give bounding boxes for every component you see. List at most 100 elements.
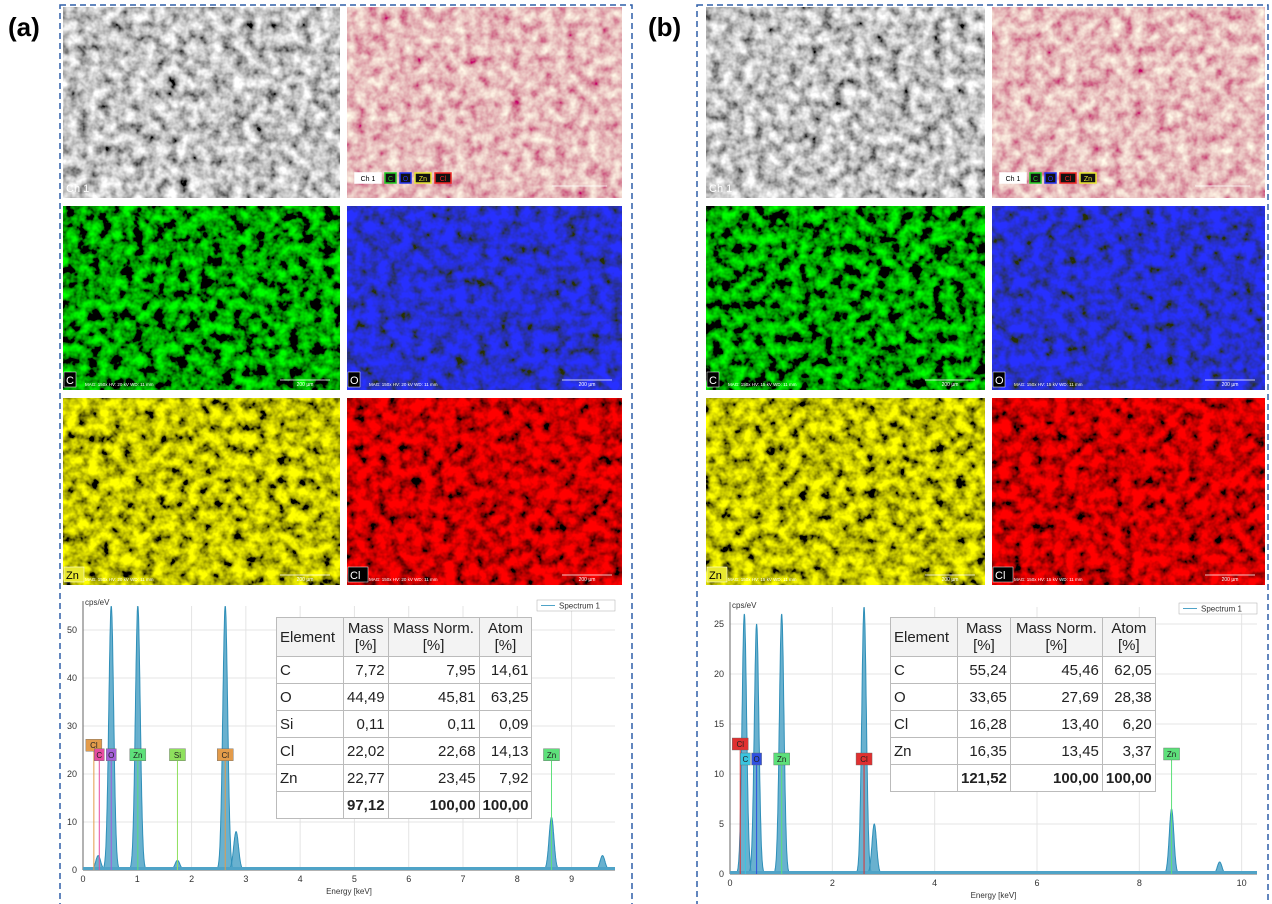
- map-info: MAG: 150x HV: 15 kV WD: 11 mm: [1014, 577, 1083, 582]
- map-image: [63, 7, 340, 198]
- y-axis-label: cps/eV: [732, 601, 757, 610]
- map-label: C: [66, 375, 74, 387]
- scale-label: 200 µm: [579, 382, 596, 388]
- map-image: [992, 7, 1265, 198]
- table-cell: 7,92: [479, 765, 532, 792]
- map-image: [63, 206, 340, 390]
- map-image: [706, 206, 985, 390]
- table-cell: 0,11: [344, 711, 389, 738]
- map-image: [992, 398, 1265, 585]
- map-info: MAG: 150x HV: 20 kV WD: 11 mm: [85, 382, 154, 387]
- scale-label: 200 µm: [297, 382, 314, 388]
- map-image: [992, 206, 1265, 390]
- table-cell: Zn: [277, 765, 344, 792]
- table-cell: 33,65: [958, 684, 1011, 711]
- x-tick-label: 8: [1137, 878, 1142, 888]
- scale-label: 200 µm: [1222, 577, 1239, 583]
- table-cell: Atom [%]: [1102, 618, 1155, 657]
- table-row: ElementMass [%]Mass Norm. [%]Atom [%]: [277, 618, 532, 657]
- table-cell: [277, 792, 344, 819]
- panel-label: (b): [648, 12, 681, 42]
- y-tick-label: 40: [67, 673, 77, 683]
- table-cell: 22,77: [344, 765, 389, 792]
- legend-label: C: [388, 176, 393, 183]
- table-cell: 14,61: [479, 657, 532, 684]
- map-label: O: [350, 375, 359, 387]
- legend-label: C: [1033, 176, 1038, 183]
- table-cell: Element: [891, 618, 958, 657]
- table-cell: 7,72: [344, 657, 389, 684]
- table-cell: 0,09: [479, 711, 532, 738]
- table-cell: Cl: [277, 738, 344, 765]
- marker-label: C: [96, 751, 102, 760]
- legend-label: Spectrum 1: [1201, 605, 1242, 614]
- marker-label: O: [108, 751, 114, 760]
- map-info: MAG: 150x HV: 20 kV WD: 11 mm: [369, 382, 438, 387]
- table-cell: 3,37: [1102, 738, 1155, 765]
- panel-label: (a): [8, 12, 40, 42]
- table-cell: Mass [%]: [344, 618, 389, 657]
- map-label: Ch 1: [66, 183, 89, 195]
- table-cell: C: [891, 657, 958, 684]
- map-info: MAG: 150x HV: 15 kV WD: 11 mm: [728, 577, 797, 582]
- table-cell: 45,81: [388, 684, 479, 711]
- map-image: [63, 398, 340, 585]
- table-cell: 13,45: [1010, 738, 1102, 765]
- map-image: [347, 206, 622, 390]
- scale-label: 200 µm: [297, 577, 314, 583]
- x-tick-label: 2: [189, 874, 194, 884]
- table-row: ElementMass [%]Mass Norm. [%]Atom [%]: [891, 618, 1156, 657]
- table-cell: Atom [%]: [479, 618, 532, 657]
- map-info: MAG: 150x HV: 20 kV WD: 11 mm: [369, 577, 438, 582]
- y-tick-label: 25: [714, 619, 724, 629]
- marker-label: Cl: [736, 740, 744, 749]
- x-tick-label: 1: [135, 874, 140, 884]
- map-label: O: [995, 375, 1004, 387]
- marker-label: Cl: [860, 755, 868, 764]
- marker-label: O: [753, 755, 759, 764]
- table-cell: 6,20: [1102, 711, 1155, 738]
- scale-label: 200 µm: [942, 577, 959, 583]
- legend-label: O: [403, 176, 409, 183]
- table-row: O33,6527,6928,38: [891, 684, 1156, 711]
- legend-label: Cl: [1065, 176, 1072, 183]
- table-cell: 22,02: [344, 738, 389, 765]
- y-tick-label: 20: [714, 669, 724, 679]
- table-cell: 100,00: [479, 792, 532, 819]
- legend-label: O: [1048, 176, 1054, 183]
- table-cell: Element: [277, 618, 344, 657]
- x-tick-label: 2: [830, 878, 835, 888]
- x-tick-label: 7: [460, 874, 465, 884]
- legend-label: Ch 1: [1006, 176, 1021, 183]
- spectrum-baseline: [83, 867, 615, 870]
- x-tick-label: 10: [1237, 878, 1247, 888]
- x-tick-label: 5: [352, 874, 357, 884]
- y-tick-label: 10: [67, 817, 77, 827]
- map-info: MAG: 150x HV: 15 kV WD: 11 mm: [728, 382, 797, 387]
- y-tick-label: 50: [67, 625, 77, 635]
- table-cell: 22,68: [388, 738, 479, 765]
- map-label: C: [709, 375, 717, 387]
- spectrum-baseline: [730, 871, 1257, 874]
- map-info: MAG: 150x HV: 15 kV WD: 11 mm: [1014, 382, 1083, 387]
- marker-label: C: [742, 755, 748, 764]
- table-cell: 100,00: [1010, 765, 1102, 792]
- table-cell: Cl: [891, 711, 958, 738]
- x-axis-label: Energy [keV]: [971, 891, 1017, 900]
- y-tick-label: 0: [719, 869, 724, 879]
- y-tick-label: 20: [67, 769, 77, 779]
- legend-label: Zn: [1084, 176, 1092, 183]
- y-tick-label: 5: [719, 819, 724, 829]
- table-cell: 0,11: [388, 711, 479, 738]
- table-cell: 23,45: [388, 765, 479, 792]
- table-cell: 121,52: [958, 765, 1011, 792]
- map-label: Cl: [350, 570, 360, 582]
- table-cell: 97,12: [344, 792, 389, 819]
- table-cell: Zn: [891, 738, 958, 765]
